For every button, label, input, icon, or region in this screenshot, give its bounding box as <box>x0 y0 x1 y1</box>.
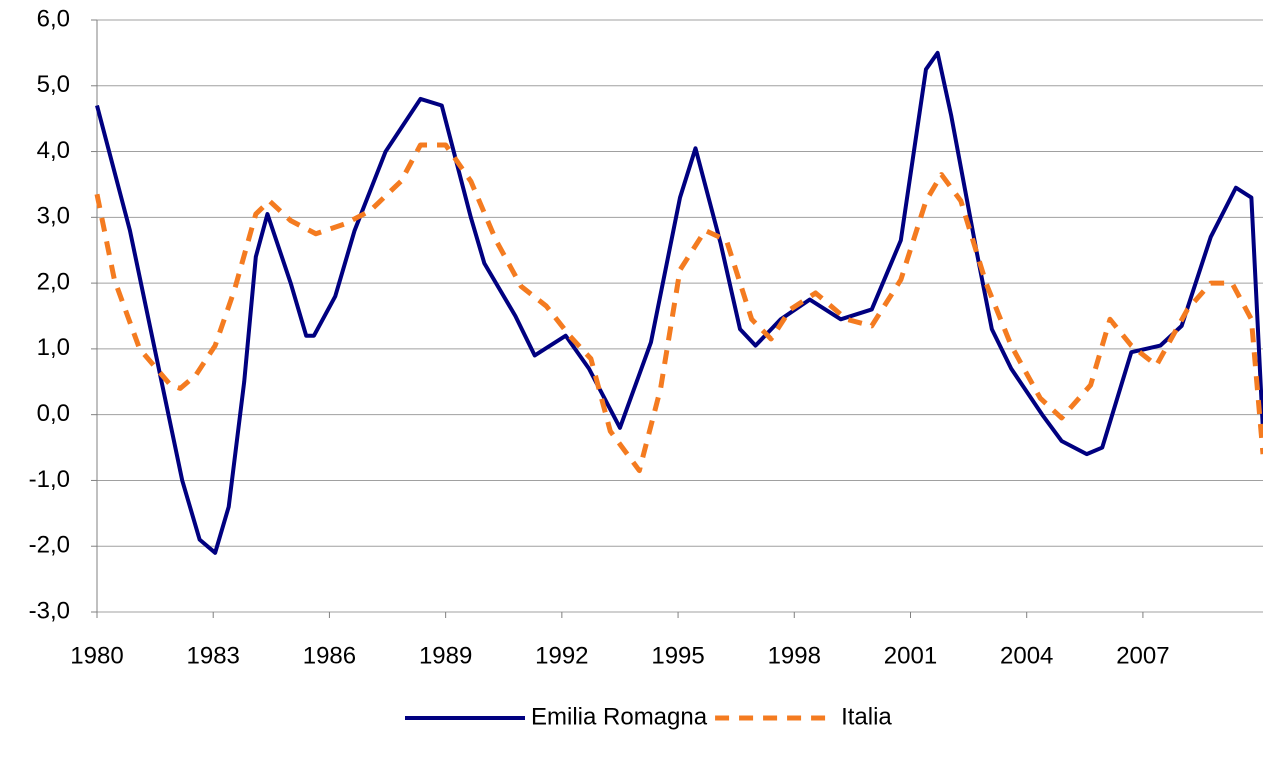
series-line <box>95 50 1263 555</box>
x-tick-label: 1983 <box>187 642 240 669</box>
y-tick-label: 5,0 <box>37 71 70 98</box>
x-tick-label: 1986 <box>303 642 356 669</box>
x-tick-label: 2004 <box>1000 642 1053 669</box>
y-tick-label: 1,0 <box>37 334 70 361</box>
series-line <box>94 142 1263 474</box>
x-tick-label: 1992 <box>535 642 588 669</box>
y-tick-label: 6,0 <box>37 5 70 32</box>
x-tick-label: 2007 <box>1116 642 1169 669</box>
x-tick-label: 1998 <box>768 642 821 669</box>
y-tick-label: 0,0 <box>37 400 70 427</box>
x-tick-label: 1980 <box>70 642 123 669</box>
x-tick-label: 2001 <box>884 642 937 669</box>
y-tick-label: -1,0 <box>29 466 70 493</box>
x-tick-label: 1989 <box>419 642 472 669</box>
x-tick-label: 1995 <box>651 642 704 669</box>
legend-label: Emilia Romagna <box>531 703 708 730</box>
y-tick-label: 4,0 <box>37 137 70 164</box>
y-tick-label: 2,0 <box>37 268 70 295</box>
y-tick-label: -3,0 <box>29 597 70 624</box>
legend-label: Italia <box>841 703 892 730</box>
y-tick-label: 3,0 <box>37 203 70 230</box>
y-tick-label: -2,0 <box>29 532 70 559</box>
